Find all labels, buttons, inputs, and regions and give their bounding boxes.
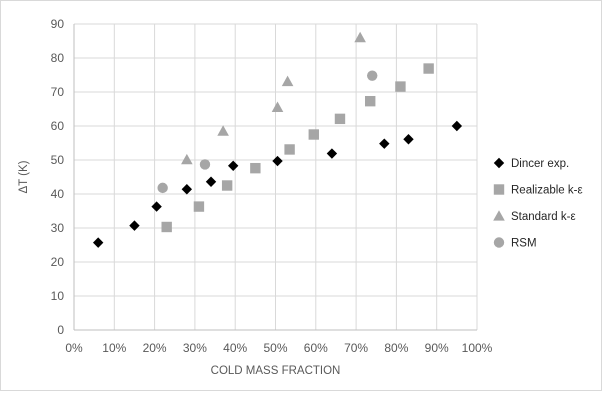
legend-label-realizable-k: Realizable k-ε	[511, 185, 583, 197]
data-point-dincer-exp	[181, 184, 193, 195]
legend-marker-realizable-k	[493, 184, 505, 195]
data-point-dincer-exp	[379, 138, 390, 149]
data-point-realizable-k	[250, 162, 261, 174]
y-tick-label: 20	[51, 255, 65, 269]
data-point-dincer-exp	[326, 148, 338, 159]
grid-lines	[74, 23, 478, 330]
y-tick-label: 40	[51, 187, 65, 201]
y-tick-label: 10	[51, 289, 65, 303]
data-point-rsm	[157, 182, 168, 194]
legend-marker-rsm	[493, 237, 505, 248]
legend-marker-standard-k	[493, 210, 505, 221]
data-points	[92, 31, 463, 248]
data-point-realizable-k	[284, 144, 295, 155]
y-axis-title: ΔT (K)	[18, 160, 30, 193]
legend-label-dincer-exp: Dincer exp.	[511, 158, 569, 170]
tick-labels: 0 10 20 30 40 50 60 70 80 90 0% 10% 20% 30% 40% 50% 60% 7…	[51, 17, 493, 355]
x-tick-label: 60%	[304, 341, 328, 355]
x-tick-label: 40%	[223, 341, 247, 355]
x-tick-label: 10%	[102, 341, 126, 355]
legend: Dincer exp. Realizable k-ε Standard k-ε RSM	[493, 157, 583, 250]
data-point-rsm	[199, 159, 211, 170]
y-tick-label: 0	[57, 323, 64, 337]
legend-label-rsm: RSM	[511, 238, 537, 250]
y-tick-label: 90	[51, 17, 65, 31]
x-tick-label: 90%	[425, 341, 449, 355]
data-point-dincer-exp	[129, 220, 140, 231]
x-axis-title: COLD MASS FRACTION	[211, 365, 341, 377]
data-point-standard-k	[217, 125, 229, 136]
data-point-standard-k	[281, 75, 294, 87]
x-tick-label: 20%	[143, 341, 167, 355]
x-tick-label: 70%	[344, 341, 368, 355]
data-point-realizable-k	[334, 113, 346, 125]
legend-marker-dincer-exp	[493, 157, 505, 169]
y-tick-label: 80	[51, 51, 65, 65]
legend-label-standard-k: Standard k-ε	[511, 211, 576, 223]
data-point-standard-k	[271, 101, 284, 112]
data-point-dincer-exp	[151, 201, 162, 212]
y-tick-label: 60	[51, 119, 65, 133]
data-point-standard-k	[354, 31, 366, 43]
data-point-realizable-k	[308, 129, 319, 140]
y-tick-label: 70	[51, 85, 65, 99]
x-tick-label: 50%	[263, 341, 287, 355]
data-point-realizable-k	[395, 81, 406, 92]
data-point-dincer-exp	[92, 237, 104, 248]
y-tick-label: 50	[51, 153, 65, 167]
data-point-realizable-k	[221, 180, 233, 191]
data-point-realizable-k	[193, 201, 205, 212]
x-tick-label: 100%	[462, 341, 493, 355]
data-point-dincer-exp	[205, 176, 217, 187]
y-tick-label: 30	[51, 221, 65, 235]
data-point-dincer-exp	[451, 120, 463, 132]
data-point-dincer-exp	[403, 134, 414, 145]
data-point-rsm	[367, 70, 378, 81]
data-point-realizable-k	[365, 95, 376, 107]
x-tick-label: 0%	[65, 341, 83, 355]
data-point-realizable-k	[161, 221, 172, 233]
data-point-dincer-exp	[227, 160, 239, 171]
data-point-dincer-exp	[272, 155, 283, 167]
x-tick-label: 80%	[384, 341, 408, 355]
data-point-realizable-k	[423, 63, 434, 74]
x-tick-label: 30%	[183, 341, 207, 355]
data-point-standard-k	[181, 153, 193, 165]
axes	[73, 24, 477, 331]
